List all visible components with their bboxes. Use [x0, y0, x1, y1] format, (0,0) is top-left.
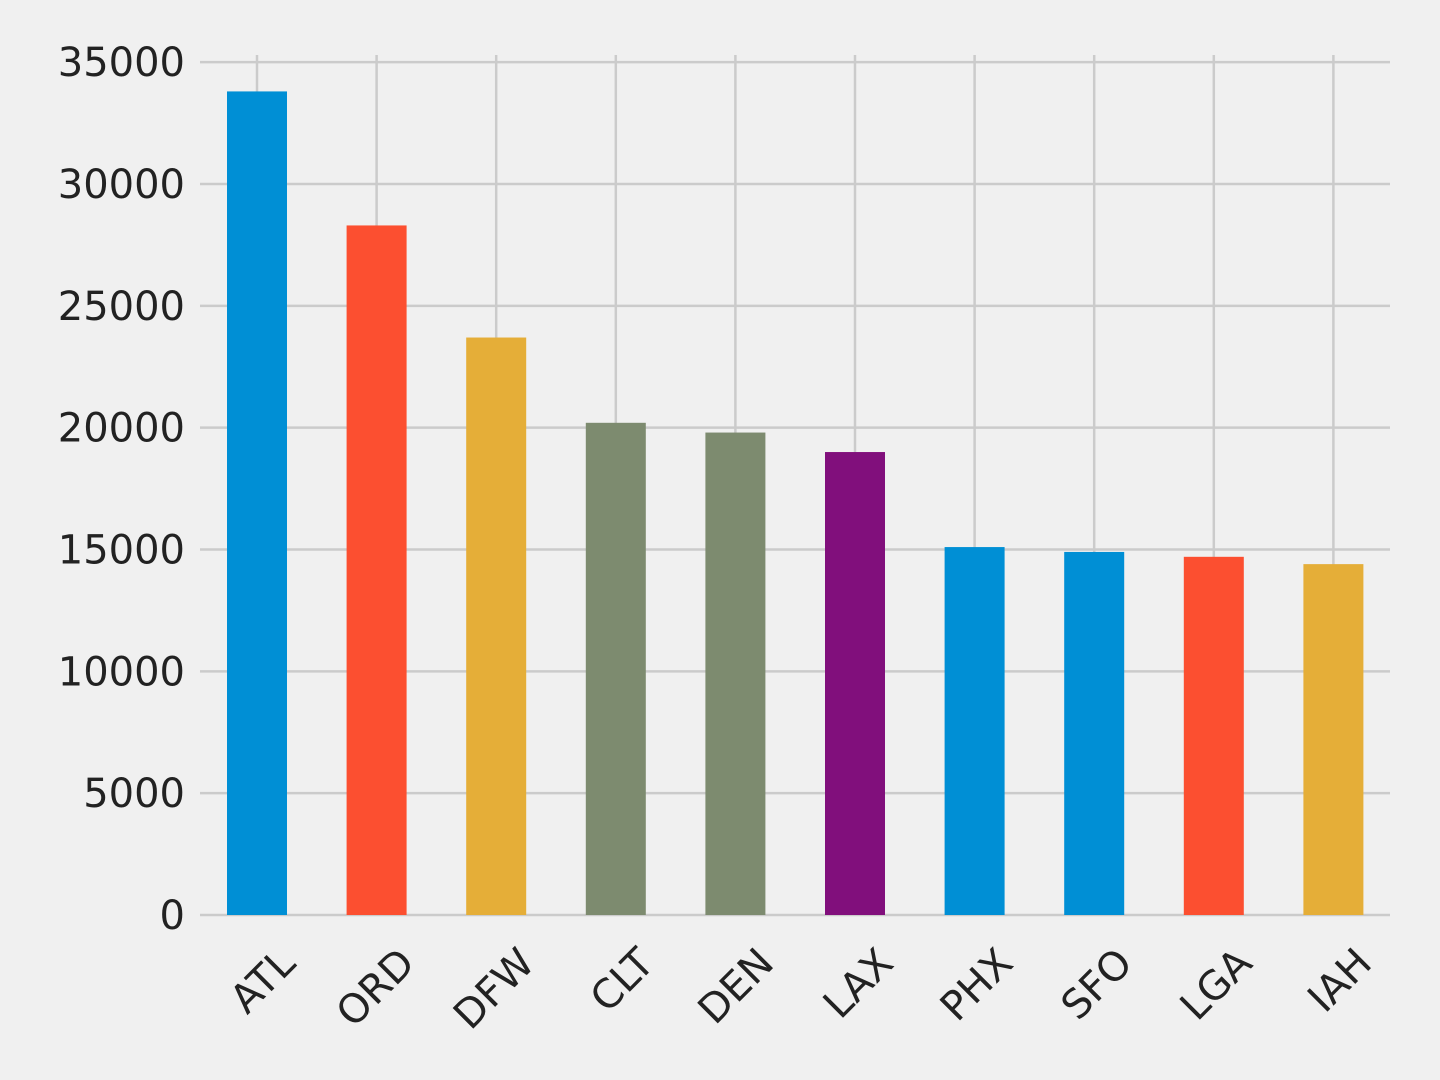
x-tick-label: ORD: [328, 940, 424, 1036]
y-axis-tick-labels: 0 5000 10000 15000 20000 25000 30000 35000: [58, 40, 185, 939]
bar-lga: [1183, 556, 1244, 915]
bar-sfo: [1064, 551, 1125, 915]
y-tick-label: 10000: [58, 649, 185, 695]
bar-dfw: [466, 337, 527, 915]
y-tick-label: 20000: [58, 406, 185, 452]
bar-clt: [585, 422, 646, 915]
x-tick-label: PHX: [932, 940, 1022, 1030]
x-tick-label: LGA: [1172, 939, 1262, 1029]
bar-den: [705, 432, 766, 915]
y-tick-label: 25000: [58, 284, 185, 330]
x-tick-label: DFW: [445, 940, 544, 1039]
x-tick-label: SFO: [1053, 940, 1142, 1029]
bar-phx: [944, 547, 1005, 915]
x-axis-tick-labels: ATL ORD DFW CLT DEN LAX PHX SFO LGA IAH: [222, 939, 1381, 1038]
y-tick-label: 5000: [83, 771, 185, 817]
bar-lax: [825, 452, 885, 915]
bar-iah: [1303, 564, 1364, 915]
bar-atl: [227, 91, 287, 915]
y-tick-label: 0: [160, 893, 185, 939]
y-tick-label: 30000: [58, 162, 185, 208]
x-tick-label: DEN: [689, 940, 782, 1033]
bar-ord: [346, 225, 407, 915]
y-tick-label: 35000: [58, 40, 185, 86]
x-tick-label: LAX: [815, 940, 903, 1028]
bars-layer: [227, 91, 1364, 915]
x-tick-label: ATL: [222, 939, 305, 1022]
y-tick-label: 15000: [58, 528, 185, 574]
x-tick-label: IAH: [1299, 940, 1380, 1021]
x-tick-label: CLT: [582, 940, 664, 1022]
